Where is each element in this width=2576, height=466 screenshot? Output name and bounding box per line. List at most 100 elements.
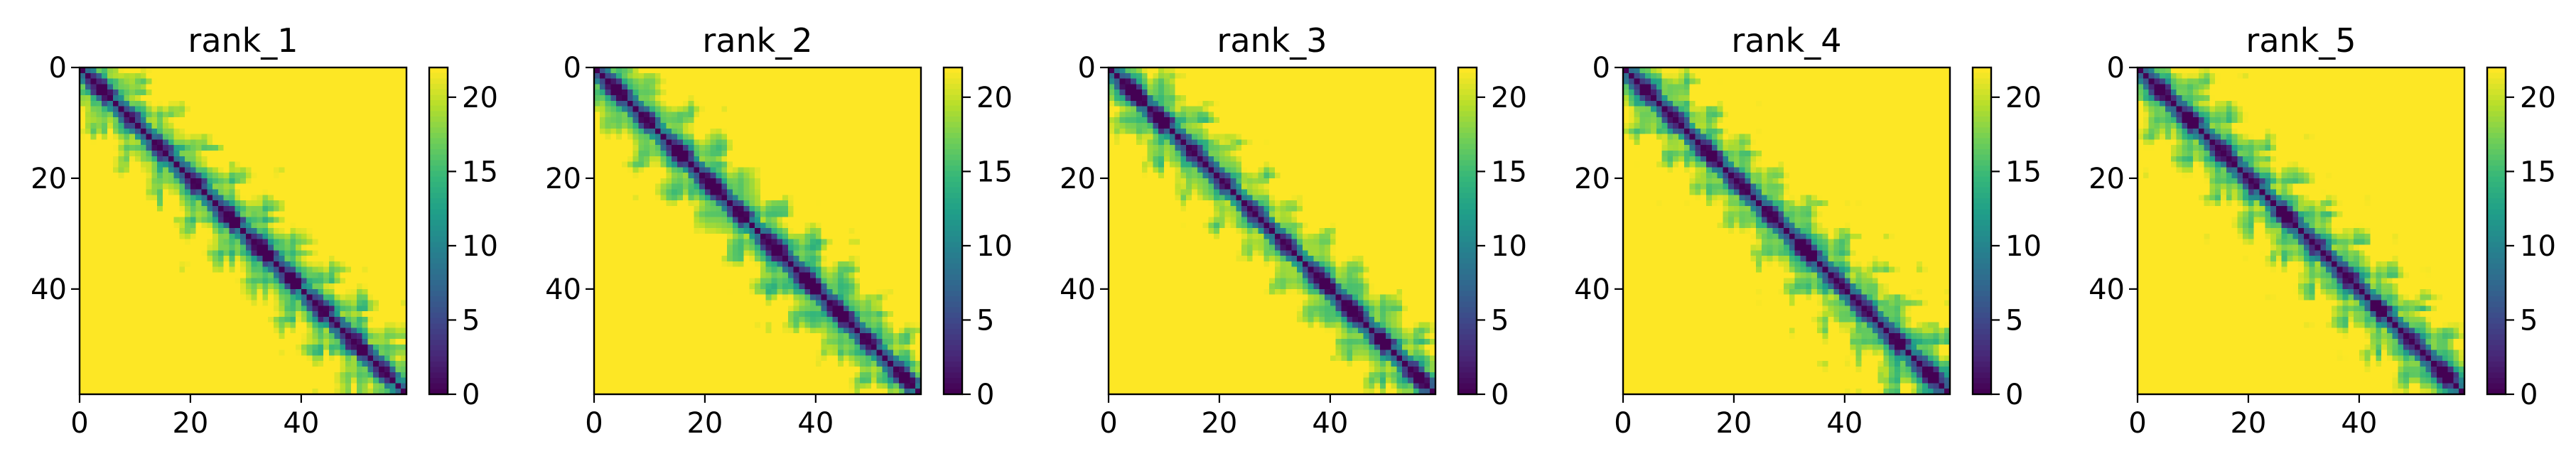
heatmap-cell	[296, 156, 302, 162]
heatmap-cell	[749, 173, 755, 179]
heatmap-cell	[118, 322, 124, 328]
heatmap-cell	[644, 150, 650, 157]
heatmap-cell	[379, 355, 385, 362]
heatmap-cell	[251, 372, 257, 379]
heatmap-cell	[118, 283, 124, 290]
heatmap-cell	[107, 377, 114, 384]
heatmap-cell	[146, 300, 152, 306]
heatmap-cell	[826, 161, 833, 168]
heatmap-cell	[682, 112, 689, 118]
heatmap-cell	[162, 283, 169, 290]
heatmap-cell	[162, 272, 169, 278]
heatmap-cell	[323, 377, 330, 384]
heatmap-cell	[96, 84, 102, 90]
heatmap-cell	[810, 167, 817, 173]
heatmap-cell	[594, 150, 600, 157]
heatmap-cell	[362, 333, 368, 340]
heatmap-cell	[273, 350, 280, 356]
heatmap-cell	[157, 377, 163, 384]
heatmap-cell	[848, 122, 855, 129]
heatmap-cell	[80, 228, 86, 234]
heatmap-cell	[749, 122, 755, 129]
heatmap-cell	[871, 161, 878, 168]
heatmap-cell	[129, 167, 136, 173]
heatmap-cell	[262, 361, 269, 367]
heatmap-cell	[632, 167, 639, 173]
heatmap-cell	[262, 217, 269, 223]
heatmap-cell	[915, 128, 922, 134]
heatmap-cell	[284, 134, 291, 140]
heatmap-cell	[389, 272, 396, 278]
heatmap-cell	[843, 117, 850, 124]
heatmap-cell	[296, 339, 302, 345]
heatmap-cell	[168, 211, 174, 217]
heatmap-cell	[284, 112, 291, 118]
heatmap-cell	[389, 355, 396, 362]
heatmap-cell	[301, 106, 308, 112]
heatmap-cell	[312, 189, 318, 195]
heatmap-cell	[273, 67, 280, 74]
heatmap-cell	[245, 288, 252, 296]
heatmap-cell	[826, 78, 833, 85]
heatmap-cell	[279, 339, 285, 345]
heatmap-cell	[727, 139, 733, 146]
heatmap-cell	[217, 112, 225, 118]
heatmap-cell	[279, 322, 285, 328]
heatmap-cell	[318, 278, 324, 284]
heatmap-cell	[212, 377, 219, 384]
heatmap-cell	[102, 344, 108, 351]
heatmap-cell	[815, 117, 822, 124]
heatmap-cell	[710, 78, 716, 85]
heatmap-cell	[107, 150, 114, 157]
heatmap-cell	[284, 333, 291, 340]
heatmap-cell	[340, 106, 346, 112]
heatmap-cell	[832, 112, 839, 118]
heatmap-cell	[704, 167, 711, 173]
heatmap-cell	[296, 167, 302, 173]
heatmap-cell	[262, 173, 269, 179]
heatmap-cell	[765, 100, 772, 107]
heatmap-cell	[749, 100, 755, 107]
heatmap-cell	[129, 100, 136, 107]
heatmap-cell	[173, 300, 180, 306]
heatmap-cell	[284, 67, 291, 74]
heatmap-cell	[367, 239, 374, 245]
heatmap-cell	[151, 161, 158, 168]
heatmap-cell	[876, 100, 883, 107]
heatmap-cell	[373, 305, 379, 312]
heatmap-cell	[129, 117, 136, 124]
heatmap-cell	[140, 311, 146, 318]
heatmap-cell	[168, 355, 174, 362]
heatmap-cell	[799, 145, 805, 151]
heatmap-cell	[672, 94, 678, 102]
heatmap-cell	[677, 167, 684, 173]
heatmap-cell	[207, 377, 213, 384]
heatmap-cell	[168, 150, 174, 157]
heatmap-cell	[345, 122, 352, 129]
heatmap-cell	[666, 106, 672, 112]
heatmap-cell	[782, 178, 789, 185]
heatmap-cell	[179, 339, 185, 345]
heatmap-cell	[721, 84, 728, 90]
heatmap-cell	[340, 161, 346, 168]
heatmap-cell	[384, 316, 391, 323]
heatmap-cell	[102, 228, 108, 234]
heatmap-cell	[190, 256, 197, 262]
heatmap-cell	[328, 128, 335, 134]
heatmap-cell	[318, 272, 324, 278]
heatmap-cell	[345, 145, 352, 151]
heatmap-cell	[732, 173, 739, 179]
heatmap-cell	[140, 67, 146, 74]
heatmap-cell	[235, 78, 241, 85]
heatmap-cell	[262, 250, 269, 256]
heatmap-cell	[738, 67, 744, 74]
heatmap-cell	[323, 333, 330, 340]
heatmap-cell	[134, 256, 141, 262]
heatmap-cell	[240, 222, 247, 229]
heatmap-cell	[826, 94, 833, 102]
heatmap-cell	[367, 355, 374, 362]
heatmap-cell	[179, 128, 185, 134]
heatmap-cell	[826, 167, 833, 173]
heatmap-cell	[323, 233, 330, 240]
heatmap-cell	[826, 156, 833, 162]
